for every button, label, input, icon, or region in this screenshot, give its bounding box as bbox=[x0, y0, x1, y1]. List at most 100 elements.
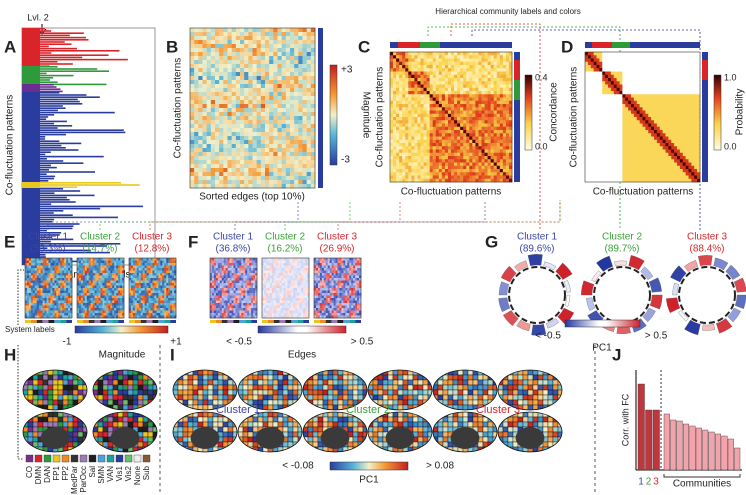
cell bbox=[430, 172, 433, 176]
cell bbox=[497, 85, 500, 89]
cell bbox=[257, 160, 261, 164]
cell bbox=[482, 94, 485, 98]
cell bbox=[215, 68, 219, 72]
cell bbox=[602, 146, 605, 150]
cell bbox=[307, 156, 311, 160]
cell bbox=[405, 150, 408, 154]
cell bbox=[286, 144, 290, 148]
cell bbox=[414, 59, 417, 63]
cell bbox=[668, 88, 671, 92]
cell bbox=[591, 133, 594, 137]
cell bbox=[611, 98, 614, 102]
cell bbox=[269, 100, 273, 104]
cell bbox=[215, 116, 219, 120]
cell bbox=[207, 172, 211, 176]
cell bbox=[472, 137, 475, 141]
cell bbox=[414, 156, 417, 160]
cell bbox=[248, 148, 252, 152]
cell bbox=[433, 75, 436, 79]
cell bbox=[29, 276, 31, 279]
cell bbox=[657, 117, 660, 121]
cell bbox=[674, 159, 677, 163]
cell bbox=[298, 164, 302, 168]
cell bbox=[433, 111, 436, 115]
cell bbox=[677, 124, 680, 128]
cell bbox=[399, 101, 402, 105]
cell bbox=[303, 180, 307, 184]
cell bbox=[399, 169, 402, 173]
cell bbox=[488, 169, 491, 173]
cell bbox=[207, 144, 211, 148]
cell bbox=[232, 68, 236, 72]
cell bbox=[439, 117, 442, 121]
cell bbox=[273, 168, 277, 172]
cell bbox=[68, 293, 70, 296]
cell bbox=[414, 163, 417, 167]
cell bbox=[408, 94, 411, 98]
cell bbox=[689, 111, 692, 115]
cell bbox=[244, 28, 248, 32]
cell bbox=[660, 55, 663, 59]
cell bbox=[588, 114, 591, 118]
cell bbox=[694, 124, 697, 128]
cell bbox=[52, 278, 54, 281]
cell bbox=[64, 258, 66, 261]
cell bbox=[414, 62, 417, 66]
cell bbox=[442, 94, 445, 98]
cell bbox=[211, 160, 215, 164]
cell bbox=[448, 78, 451, 82]
cell bbox=[506, 111, 509, 115]
cell bbox=[643, 133, 646, 137]
cell bbox=[472, 75, 475, 79]
cell bbox=[666, 117, 669, 121]
cell bbox=[463, 75, 466, 79]
cell bbox=[689, 172, 692, 176]
cell bbox=[506, 159, 509, 163]
cell bbox=[657, 124, 660, 128]
cell bbox=[631, 143, 634, 147]
cell bbox=[488, 124, 491, 128]
cell bbox=[617, 163, 620, 167]
cell bbox=[594, 130, 597, 134]
cell bbox=[198, 52, 202, 56]
cell bbox=[660, 127, 663, 131]
cell bbox=[602, 176, 605, 180]
hier-line bbox=[40, 50, 119, 52]
cell bbox=[602, 111, 605, 115]
cell bbox=[215, 84, 219, 88]
cell bbox=[648, 75, 651, 79]
cell bbox=[52, 291, 54, 294]
cell bbox=[303, 96, 307, 100]
cell bbox=[223, 140, 227, 144]
cell bbox=[265, 80, 269, 84]
cell bbox=[694, 85, 697, 89]
cell bbox=[599, 166, 602, 170]
cell bbox=[49, 281, 51, 284]
cell bbox=[585, 130, 588, 134]
cell bbox=[472, 65, 475, 69]
cell bbox=[215, 100, 219, 104]
cell bbox=[261, 104, 265, 108]
cell bbox=[591, 127, 594, 131]
cell bbox=[436, 52, 439, 56]
cell bbox=[253, 112, 257, 116]
cell bbox=[668, 68, 671, 72]
cell bbox=[451, 72, 454, 76]
cell bbox=[265, 44, 269, 48]
cell bbox=[660, 85, 663, 89]
cell bbox=[257, 44, 261, 48]
cell bbox=[282, 36, 286, 40]
cell bbox=[628, 143, 631, 147]
cell bbox=[311, 148, 315, 152]
cell bbox=[472, 111, 475, 115]
cell bbox=[439, 124, 442, 128]
cell bbox=[460, 130, 463, 134]
cell bbox=[660, 150, 663, 154]
cell bbox=[608, 150, 611, 154]
label: +3 bbox=[341, 65, 353, 76]
cell bbox=[294, 140, 298, 144]
cell bbox=[436, 78, 439, 82]
cell bbox=[500, 130, 503, 134]
cell bbox=[657, 78, 660, 82]
cell bbox=[294, 28, 298, 32]
